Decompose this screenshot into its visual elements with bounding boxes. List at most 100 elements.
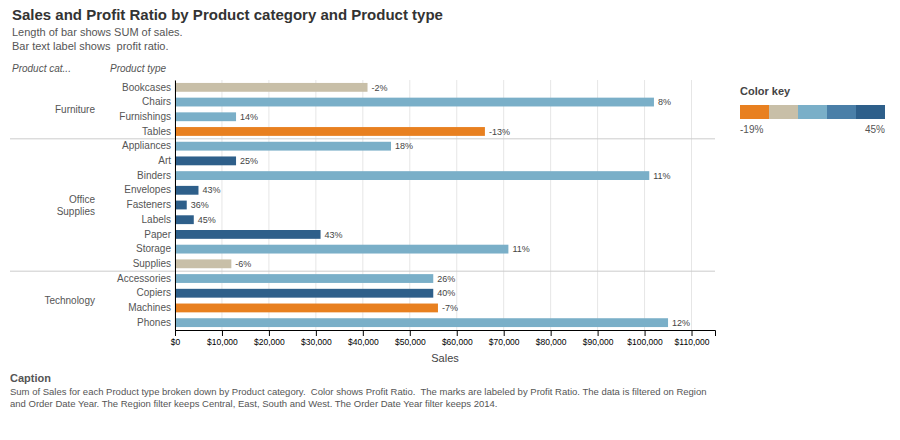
grid	[175, 80, 692, 330]
y-tick: Tables	[142, 126, 175, 137]
y-tick-label: Copiers	[137, 287, 171, 298]
bar-label: 43%	[325, 230, 343, 240]
y-tick-label: Bookcases	[122, 82, 171, 93]
x-tick-mark	[692, 330, 693, 336]
x-tick-mark	[410, 330, 411, 336]
x-tick: $50,000	[395, 330, 426, 347]
grid-line	[456, 80, 457, 330]
bar	[175, 230, 321, 239]
caption-text: Sum of Sales for each Product type broke…	[10, 386, 715, 411]
bar	[175, 274, 433, 283]
color-key-swatch	[856, 105, 885, 119]
bar-label: 25%	[240, 156, 258, 166]
x-tick-label: $70,000	[489, 337, 520, 347]
category-groups: Furniture OfficeSupplies Technology	[10, 104, 715, 306]
bar	[175, 259, 231, 268]
x-tick-mark	[316, 330, 317, 336]
bar-label: 26%	[437, 274, 455, 284]
y-tick: Binders	[137, 170, 175, 181]
bar-labels: -2%8%14%-13%18%25%11%43%36%45%43%11%-6%2…	[191, 83, 690, 328]
y-tick-label: Machines	[128, 302, 171, 313]
x-tick-label: $60,000	[442, 337, 473, 347]
bar	[175, 127, 485, 136]
grid-line	[175, 80, 176, 330]
bar	[175, 215, 194, 224]
x-tick: $90,000	[583, 330, 614, 347]
group-label: OfficeSupplies	[57, 194, 96, 217]
y-tick: Machines	[128, 302, 175, 313]
y-tick: Paper	[144, 229, 175, 240]
y-tick: Bookcases	[122, 82, 175, 93]
grid-line	[597, 80, 598, 330]
x-axis-title: Sales	[431, 352, 459, 364]
group-label-line: Supplies	[57, 206, 95, 217]
x-tick-mark	[222, 330, 223, 336]
color-key: Color key-19%45%	[740, 85, 885, 135]
group-label: Furniture	[55, 104, 95, 115]
bar-label: 45%	[198, 215, 216, 225]
x-tick-mark	[363, 330, 364, 336]
bar	[175, 201, 187, 210]
y-tick: Art	[158, 155, 175, 166]
bar-label: 40%	[437, 288, 455, 298]
color-key-label: 45%	[865, 124, 885, 135]
bar-label: -6%	[235, 259, 251, 269]
grid-line	[550, 80, 551, 330]
x-axis-line	[176, 331, 716, 337]
x-tick-label: $30,000	[301, 337, 332, 347]
bar-label: 8%	[658, 97, 671, 107]
column-header: Product cat...	[12, 63, 71, 74]
caption: Caption Sum of Sales for each Product typ…	[10, 372, 715, 411]
color-key-swatch	[827, 105, 856, 119]
x-tick-label: $80,000	[536, 337, 567, 347]
bar	[175, 289, 433, 298]
y-tick: Supplies	[133, 258, 175, 269]
x-tick-label: $90,000	[583, 337, 614, 347]
y-tick-label: Binders	[137, 170, 171, 181]
caption-box: Caption Sum of Sales for each Product typ…	[10, 372, 715, 438]
grid-line	[503, 80, 504, 330]
x-tick: $70,000	[489, 330, 520, 347]
bar-label: 43%	[202, 185, 220, 195]
x-tick: $30,000	[301, 330, 332, 347]
x-tick-mark	[551, 330, 552, 336]
x-tick: $110,000	[675, 330, 710, 347]
bar	[175, 142, 391, 151]
y-tick: Labels	[142, 214, 175, 225]
y-axis: BookcasesChairsFurnishingsTablesApplianc…	[117, 81, 175, 331]
bar	[175, 318, 668, 327]
bar	[175, 245, 508, 254]
subtitle: Length of bar shows SUM of sales.	[12, 26, 183, 38]
bar	[175, 156, 236, 165]
y-tick: Fasteners	[127, 199, 175, 210]
x-tick: $10,000	[207, 330, 238, 347]
y-tick-label: Art	[158, 155, 171, 166]
x-tick-mark	[175, 330, 176, 336]
x-tick: $20,000	[254, 330, 285, 347]
color-key-swatch	[769, 105, 798, 119]
x-tick-label: $0	[171, 337, 181, 347]
x-tick: $0	[171, 330, 181, 347]
x-tick-label: $110,000	[675, 337, 710, 347]
bar	[175, 171, 649, 180]
bar-label: -13%	[489, 127, 510, 137]
bar-label: -2%	[372, 83, 388, 93]
x-tick-label: $100,000	[627, 337, 663, 347]
x-tick-label: $10,000	[207, 337, 238, 347]
group-label-line: Furniture	[55, 104, 95, 115]
y-tick-label: Fasteners	[127, 199, 171, 210]
bar-label: 11%	[512, 244, 529, 254]
y-tick-label: Accessories	[117, 273, 171, 284]
group-label: Technology	[44, 295, 95, 306]
caption-title: Caption	[10, 372, 715, 384]
x-tick: $100,000	[627, 330, 663, 347]
grid-line	[644, 80, 645, 330]
y-tick-label: Furnishings	[119, 111, 171, 122]
y-tick-label: Appliances	[122, 140, 171, 151]
x-tick-mark	[269, 330, 270, 336]
x-tick-label: $50,000	[395, 337, 426, 347]
x-tick-mark	[457, 330, 458, 336]
bar	[175, 186, 198, 195]
y-tick: Accessories	[117, 273, 175, 284]
x-tick-label: $20,000	[254, 337, 285, 347]
